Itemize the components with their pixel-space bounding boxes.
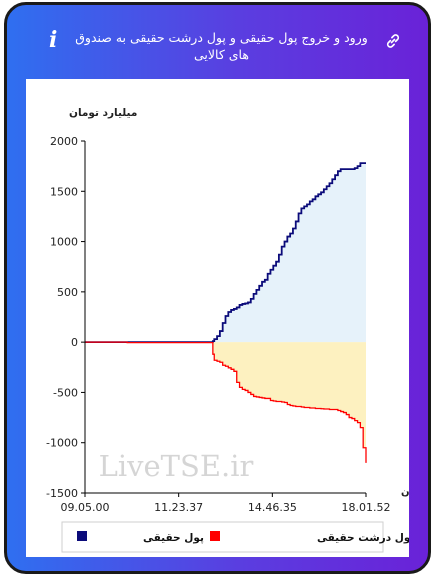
series-line-1	[85, 341, 367, 463]
legend-label-real-money: پول حقیقی	[143, 532, 204, 544]
series-lines	[85, 162, 367, 463]
x-tick-label: 11.23.37	[154, 501, 203, 514]
x-axis-ticks: 09.05.00 11.23.37 14.46.35 18.01.52	[61, 493, 391, 514]
legend-box	[61, 521, 384, 553]
y-tick-label: 1000	[50, 236, 78, 249]
legend-label-big-real-money: پول درشت حقیقی	[317, 532, 409, 544]
x-tick-label: 14.46.35	[248, 501, 297, 514]
y-tick-label: -1500	[46, 487, 78, 500]
y-tick-label: 2000	[50, 135, 78, 148]
legend-swatch-big-real-money	[210, 531, 220, 541]
y-tick-label: 1500	[50, 185, 78, 198]
chart-svg: 2000 1500 1000 500 0 -500 -1000 -1500 09.05.00 1…	[46, 107, 425, 553]
legend-swatch-real-money	[77, 531, 87, 541]
y-tick-label: -1000	[46, 437, 78, 450]
y-axis-ticks: 2000 1500 1000 500 0 -500 -1000 -1500	[46, 135, 85, 500]
x-axis-label: زمان	[401, 487, 409, 498]
series-line-0	[85, 162, 366, 344]
x-tick-label: 18.01.52	[342, 501, 391, 514]
info-icon[interactable]: i	[49, 27, 58, 53]
chart-title: ورود و خروج پول حقیقی و پول درشت حقیقی ب…	[75, 30, 368, 62]
series-fill-1	[85, 342, 366, 463]
y-tick-label: 500	[57, 286, 78, 299]
y-axis-label: میلیارد تومان	[69, 107, 137, 119]
card-header: ورود و خروج پول حقیقی و پول درشت حقیقی ب…	[7, 5, 428, 77]
series-fills	[85, 163, 366, 463]
watermark: LiveTSE.ir	[99, 449, 254, 483]
legend: پول حقیقی پول درشت حقیقی	[61, 521, 414, 553]
chart-card: ورود و خروج پول حقیقی و پول درشت حقیقی ب…	[4, 2, 431, 574]
link-icon[interactable]	[384, 32, 402, 50]
chart-panel: 2000 1500 1000 500 0 -500 -1000 -1500 09.05.00 1…	[26, 79, 425, 557]
x-tick-label: 09.05.00	[61, 501, 110, 514]
y-tick-label: 0	[71, 336, 78, 349]
series-fill-0	[85, 163, 366, 343]
y-tick-label: -500	[53, 386, 78, 399]
